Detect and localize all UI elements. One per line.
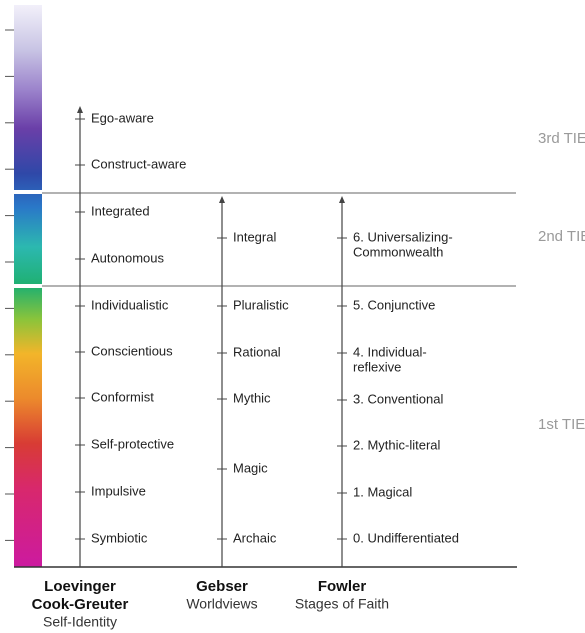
stage-label: Self-protective (91, 436, 174, 451)
stage-label: Pluralistic (233, 297, 289, 312)
tier-gap (14, 284, 42, 288)
stage-label: Integrated (91, 203, 150, 218)
axis-arrow (77, 106, 83, 113)
tier-label: 2nd TIER (538, 228, 585, 245)
stage-label: Construct-aware (91, 156, 186, 171)
stage-label: reflexive (353, 359, 401, 374)
stage-label: Magic (233, 460, 268, 475)
tier-label: 1st TIER (538, 416, 585, 433)
stage-label: Conscientious (91, 343, 173, 358)
stage-label: Conformist (91, 389, 154, 404)
stage-label: 0. Undifferentiated (353, 530, 459, 545)
stage-label: Archaic (233, 530, 277, 545)
stage-label: 6. Universalizing- (353, 229, 453, 244)
column-heading: Fowler (318, 578, 367, 595)
stage-label: Symbiotic (91, 530, 148, 545)
stage-label: 1. Magical (353, 484, 412, 499)
tier-label: 3rd TIER (538, 130, 585, 147)
stage-label: Autonomous (91, 250, 164, 265)
stage-label: 5. Conjunctive (353, 297, 435, 312)
column-heading: Gebser (196, 578, 248, 595)
stage-label: Commonwealth (353, 244, 443, 259)
axis-arrow (339, 196, 345, 203)
content: Ego-aware Construct-aware Integrated Autono… (32, 106, 585, 630)
stage-label: 2. Mythic-literal (353, 437, 441, 452)
stage-label: Individualistic (91, 297, 169, 312)
column-heading: Cook-Greuter (32, 596, 129, 613)
column-subheading: Worldviews (186, 596, 257, 612)
stage-label: Rational (233, 344, 281, 359)
stage-label: Mythic (233, 390, 271, 405)
stage-label: Ego-aware (91, 110, 154, 125)
stage-label: Impulsive (91, 483, 146, 498)
left-ticks (5, 29, 14, 541)
stage-label: 3. Conventional (353, 391, 443, 406)
stage-label: 4. Individual- (353, 344, 427, 359)
column-subheading: Stages of Faith (295, 596, 389, 612)
column-heading: Loevinger (44, 578, 116, 595)
axis-arrow (219, 196, 225, 203)
tier-gap (14, 190, 42, 194)
column-subheading: Self-Identity (43, 614, 117, 630)
stage-label: Integral (233, 229, 276, 244)
